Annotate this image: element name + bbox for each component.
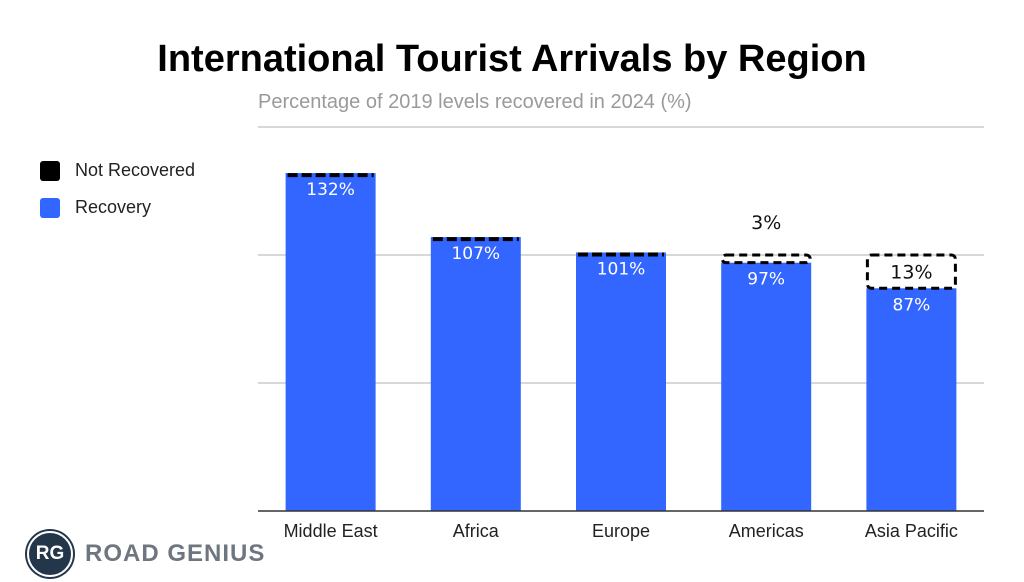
data-label-recovery: 87% [893,295,931,315]
bar-recovery [866,288,957,511]
x-tick-label: Europe [592,521,650,541]
x-tick-label: Middle East [284,521,378,541]
brand-logo: RG ROAD GENIUS [27,531,265,577]
x-tick-label: Africa [453,521,500,541]
legend-label: Recovery [75,197,152,217]
data-label-recovery: 101% [597,259,646,279]
chart-title: International Tourist Arrivals by Region [157,38,867,80]
logo-badge: RG [27,531,73,577]
x-tick-label: Asia Pacific [865,521,958,541]
data-label-recovery: 107% [451,244,500,264]
logo-text: ROAD GENIUS [85,540,266,567]
legend-item-not-recovered: Not Recovered [40,152,195,189]
bar-not-recovered [865,253,957,290]
legend-label: Not Recovered [75,160,196,180]
bar-recovery [721,262,812,511]
data-label-not-recovered: 3% [751,212,781,234]
data-label-recovery: 132% [306,180,355,200]
legend-item-recovery: Recovery [40,189,195,226]
x-tick-label: Americas [729,521,804,541]
bar-recovery [285,173,376,511]
bar-recovery [430,237,521,511]
chart-subtitle: Percentage of 2019 levels recovered in 2… [258,91,692,113]
data-label-recovery: 97% [747,270,785,290]
legend-swatch-not-recovered [40,160,60,181]
bar-recovery [576,252,666,511]
bar-not-recovered [720,253,812,265]
data-label-not-recovered: 13% [890,262,932,284]
legend: Not Recovered Recovery [40,152,195,226]
legend-swatch-recovery [40,197,60,218]
